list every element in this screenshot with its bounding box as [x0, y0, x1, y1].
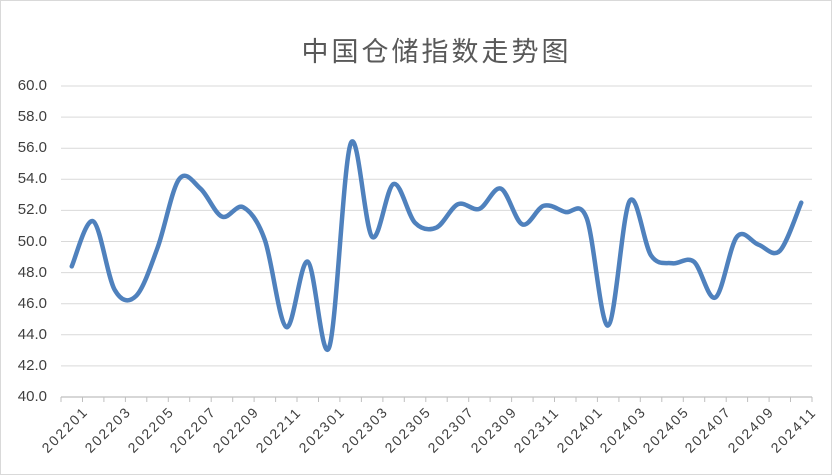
gridlines — [61, 85, 812, 367]
series-line-warehousing-index — [69, 139, 804, 353]
chart-title: 中国仓储指数走势图 — [301, 37, 572, 67]
category-axis — [60, 396, 813, 402]
